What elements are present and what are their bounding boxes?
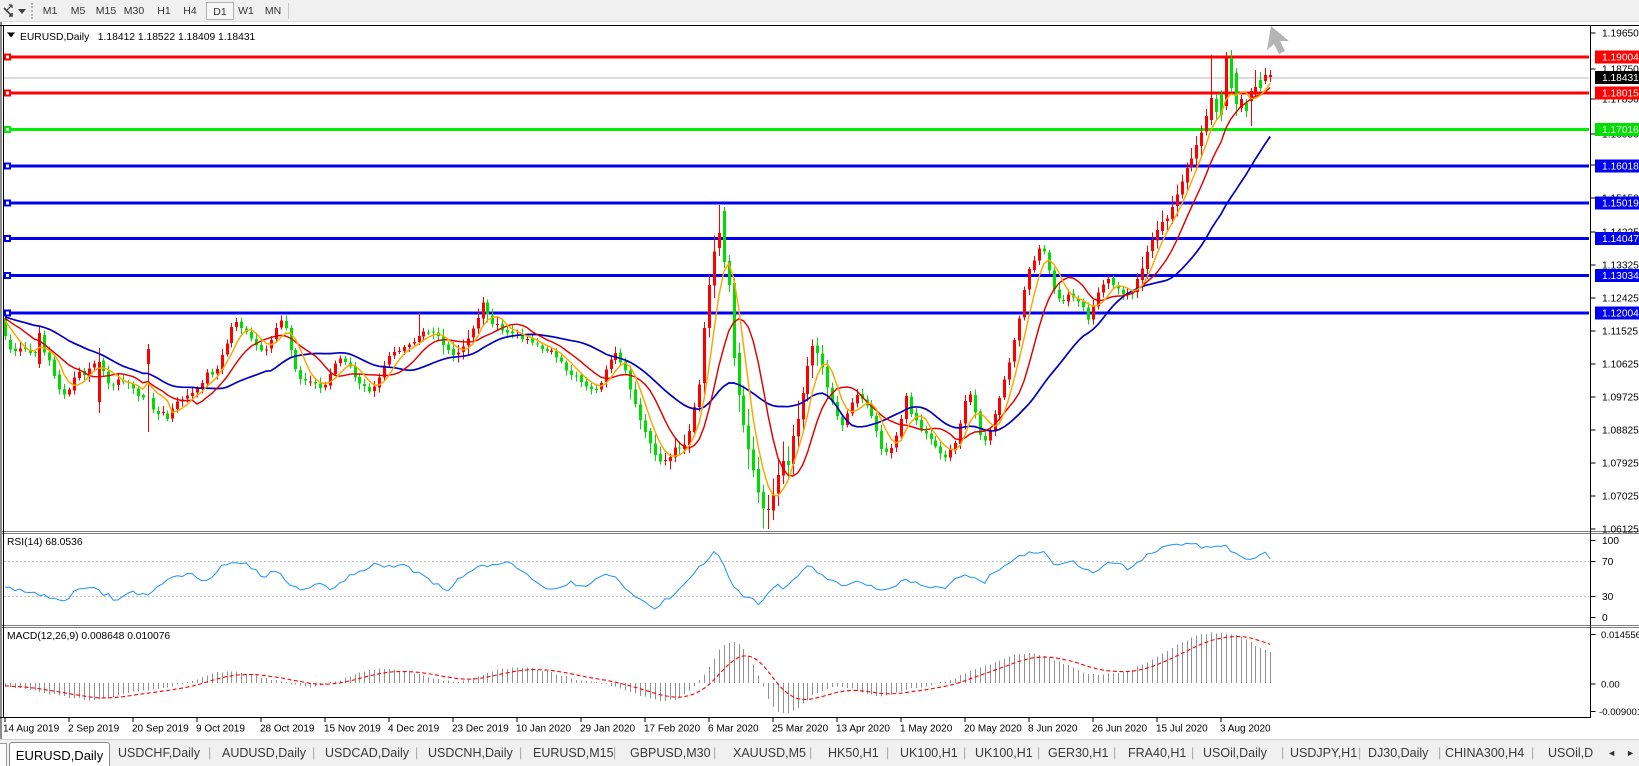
svg-text:RSI(14) 68.0536: RSI(14) 68.0536	[7, 537, 83, 548]
svg-text:1.06125: 1.06125	[1602, 525, 1639, 536]
svg-text:100: 100	[1602, 536, 1619, 547]
svg-text:4 Dec 2019: 4 Dec 2019	[388, 724, 440, 735]
svg-text:1.09725: 1.09725	[1602, 392, 1639, 403]
svg-text:1.11525: 1.11525	[1602, 326, 1638, 337]
svg-text:70: 70	[1602, 557, 1614, 568]
svg-text:3 Aug 2020: 3 Aug 2020	[1220, 724, 1271, 735]
svg-text:0.014556: 0.014556	[1601, 630, 1639, 641]
svg-text:1.15019: 1.15019	[1602, 199, 1639, 210]
svg-text:20 Sep 2019: 20 Sep 2019	[132, 724, 189, 735]
svg-text:30: 30	[1602, 592, 1614, 603]
svg-text:17 Feb 2020: 17 Feb 2020	[644, 724, 701, 735]
svg-text:0: 0	[1602, 613, 1608, 624]
svg-text:9 Oct 2019: 9 Oct 2019	[196, 724, 245, 735]
svg-text:13 Apr 2020: 13 Apr 2020	[836, 724, 890, 735]
svg-text:10 Jan 2020: 10 Jan 2020	[516, 724, 571, 735]
svg-text:25 Mar 2020: 25 Mar 2020	[772, 724, 829, 735]
svg-text:1.16018: 1.16018	[1602, 162, 1639, 173]
svg-text:1.07025: 1.07025	[1602, 492, 1639, 503]
svg-text:28 Oct 2019: 28 Oct 2019	[260, 724, 315, 735]
svg-text:1.17016: 1.17016	[1602, 125, 1639, 136]
svg-text:1.18431: 1.18431	[1602, 73, 1639, 84]
svg-text:1 May 2020: 1 May 2020	[900, 724, 953, 735]
svg-text:1.10625: 1.10625	[1602, 359, 1639, 370]
svg-text:14 Aug 2019: 14 Aug 2019	[3, 724, 60, 735]
svg-text:1.19650: 1.19650	[1602, 29, 1639, 40]
svg-text:MACD(12,26,9) 0.008648 0.01007: MACD(12,26,9) 0.008648 0.010076	[7, 631, 170, 642]
svg-text:1.14047: 1.14047	[1602, 234, 1639, 245]
svg-text:1.19004: 1.19004	[1602, 53, 1639, 64]
svg-text:1.12004: 1.12004	[1602, 309, 1639, 320]
svg-text:15 Jul 2020: 15 Jul 2020	[1156, 724, 1208, 735]
svg-text:1.07925: 1.07925	[1602, 459, 1639, 470]
svg-text:1.13325: 1.13325	[1602, 260, 1639, 271]
svg-text:1.18015: 1.18015	[1602, 89, 1639, 100]
svg-text:1.12425: 1.12425	[1602, 293, 1639, 304]
svg-text:1.18750: 1.18750	[1602, 65, 1639, 76]
svg-text:1.08825: 1.08825	[1602, 426, 1639, 437]
svg-text:26 Jun 2020: 26 Jun 2020	[1092, 724, 1147, 735]
svg-text:6 Mar 2020: 6 Mar 2020	[708, 724, 759, 735]
svg-text:-0.009001: -0.009001	[1599, 707, 1639, 718]
svg-text:EURUSD,Daily 1.18412 1.18522: EURUSD,Daily 1.18412 1.18522 1.18409 1.1…	[20, 32, 256, 43]
svg-text:29 Jan 2020: 29 Jan 2020	[580, 724, 635, 735]
svg-text:0.00: 0.00	[1601, 680, 1620, 691]
svg-text:1.17850: 1.17850	[1602, 95, 1639, 106]
svg-text:15 Nov 2019: 15 Nov 2019	[324, 724, 381, 735]
svg-text:20 May 2020: 20 May 2020	[964, 724, 1022, 735]
svg-text:8 Jun 2020: 8 Jun 2020	[1028, 724, 1078, 735]
svg-text:23 Dec 2019: 23 Dec 2019	[452, 724, 509, 735]
svg-text:2 Sep 2019: 2 Sep 2019	[68, 724, 120, 735]
svg-text:1.13034: 1.13034	[1602, 271, 1639, 282]
